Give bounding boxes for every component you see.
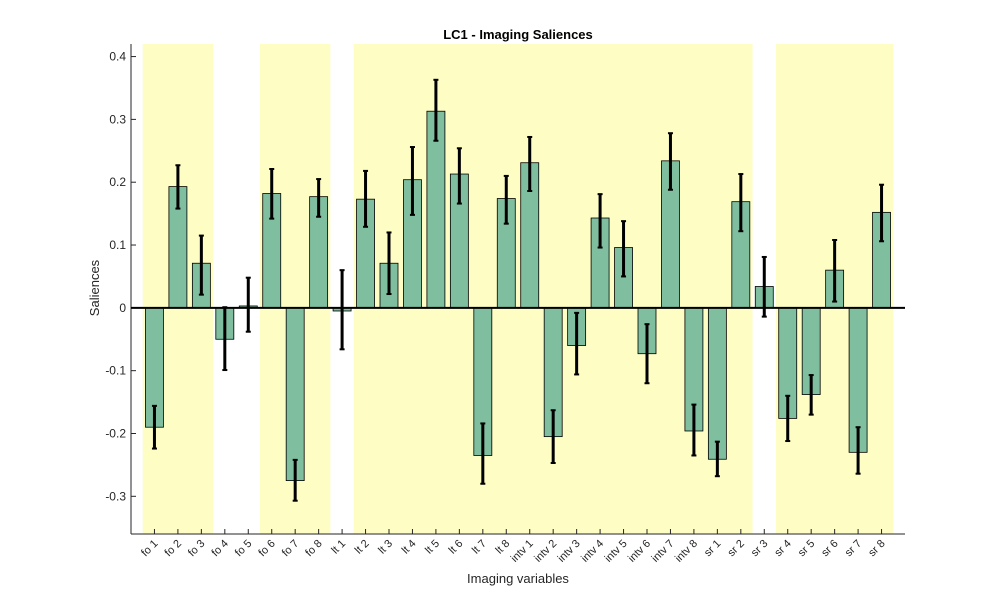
x-tick-label: lt 6 [447,538,466,557]
x-tick-label: fo 1 [139,538,160,559]
x-tick-label: intv 4 [579,538,606,565]
x-tick-label: lt 8 [494,538,513,557]
bar [285,307,305,482]
x-tick-label: lt 5 [423,538,442,557]
y-tick-label: 0.4 [109,50,126,64]
bar [707,307,727,460]
x-tick-label: sr 7 [843,538,864,559]
x-tick-label: lt 4 [400,538,419,557]
x-tick-label: sr 1 [702,538,723,559]
x-tick-label: fo 2 [163,538,184,559]
x-tick-label: sr 5 [796,538,817,559]
y-tick-label: -0.3 [105,489,126,503]
x-tick-label: lt 2 [353,538,372,557]
x-tick-label: fo 4 [209,538,230,559]
x-tick-label: sr 2 [725,538,746,559]
x-axis-label: Imaging variables [467,571,569,586]
x-tick-label: intv 5 [603,538,630,565]
x-tick-label: intv 1 [509,538,536,565]
x-tick-label: lt 1 [329,538,348,557]
x-tick-label: sr 3 [749,538,770,559]
x-tick-label: fo 5 [233,538,254,559]
x-tick-label: intv 2 [532,538,559,565]
y-tick-label: -0.1 [105,364,126,378]
x-tick-label: sr 6 [819,538,840,559]
y-tick-label: 0.2 [109,175,126,189]
x-tick-label: intv 3 [556,538,583,565]
y-tick-label: 0 [119,301,126,315]
x-tick-label: sr 4 [772,538,793,559]
x-tick-label: fo 7 [280,538,301,559]
x-tick-label: intv 6 [626,538,653,565]
chart-title: LC1 - Imaging Saliences [443,27,593,42]
x-tick-label: intv 7 [649,538,676,565]
x-tick-label: sr 8 [866,538,887,559]
x-tick-label: lt 7 [470,538,489,557]
y-tick-label: -0.2 [105,426,126,440]
y-tick-label: 0.3 [109,112,126,126]
y-tick-label: 0.1 [109,238,126,252]
x-tick-label: lt 3 [376,538,395,557]
x-tick-label: fo 8 [303,538,324,559]
x-tick-label: intv 8 [673,538,700,565]
y-axis-label: Saliences [87,259,102,316]
x-tick-label: fo 3 [186,538,207,559]
x-tick-label: fo 6 [256,538,277,559]
